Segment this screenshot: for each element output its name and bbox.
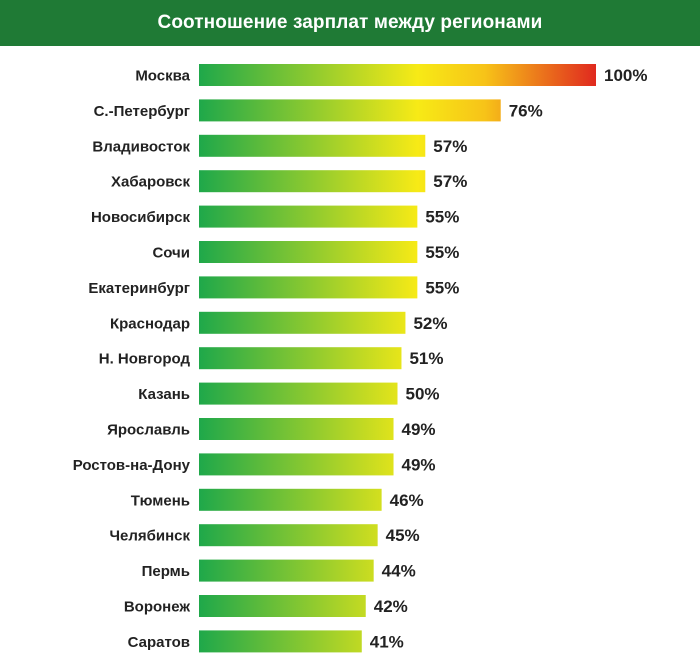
chart-header: Соотношение зарплат между регионами [0,0,700,46]
category-label: Хабаровск [111,174,190,191]
value-label: 57% [433,137,467,156]
bar [199,99,501,122]
value-label: 45% [386,526,420,545]
category-label: Ярославль [107,422,190,439]
bar-row: Казань 50% [138,382,440,405]
value-label: 49% [402,420,436,439]
value-label: 55% [425,208,459,227]
bar-row: Ярославль 49% [107,418,436,440]
bar [199,170,426,193]
category-label: Тюмень [131,492,190,509]
value-label: 52% [413,314,447,333]
bar [199,595,366,617]
category-label: Воронеж [124,599,191,616]
value-label: 49% [402,455,436,474]
category-label: Владивосток [92,138,190,155]
bar [199,524,378,547]
bar [199,382,398,405]
category-label: Пермь [142,563,190,580]
value-label: 41% [370,632,404,651]
category-label: Челябинск [109,528,190,545]
bar [199,559,374,582]
category-label: Москва [135,68,190,85]
value-label: 55% [425,278,459,297]
value-label: 76% [509,101,543,120]
bar [199,347,402,370]
category-label: С.-Петербург [94,103,190,120]
category-label: Н. Новгород [99,351,191,368]
bar [199,488,382,511]
category-label: Саратов [128,634,190,651]
value-label: 44% [382,562,416,581]
bar-row: Москва 100% [135,64,647,86]
bar-chart: Москва 100%С.-Петербург 76%Владивосток 57%Х… [73,64,647,653]
bar [199,630,362,653]
bar-row: Екатеринбург 55% [88,276,459,299]
bar-row: Ростов-на-Дону 49% [73,453,436,476]
value-label: 55% [425,243,459,262]
bar [199,205,418,228]
bar [199,241,418,263]
bar [199,64,596,86]
bar-row: Хабаровск 57% [111,170,467,193]
bar-row: Пермь 44% [142,559,416,582]
value-label: 50% [406,385,440,404]
category-label: Новосибирск [91,209,191,226]
value-label: 42% [374,597,408,616]
bar-row: Н. Новгород 51% [99,347,444,370]
bar-row: Саратов 41% [128,630,404,653]
bar-row: Краснодар 52% [110,311,447,334]
category-label: Екатеринбург [88,280,190,297]
bar-row: Новосибирск 55% [91,205,459,228]
chart-title: Соотношение зарплат между регионами [157,12,543,33]
bar-row: С.-Петербург 76% [94,99,543,122]
value-label: 46% [390,491,424,510]
bar-row: Владивосток 57% [92,134,467,157]
bar-row: Сочи 55% [152,241,459,263]
bar [199,134,426,157]
bar [199,311,406,334]
value-label: 100% [604,66,647,85]
bar-row: Челябинск 45% [109,524,420,547]
category-label: Казань [138,386,190,403]
bar [199,418,394,440]
value-label: 57% [433,172,467,191]
category-label: Краснодар [110,315,190,332]
bar [199,276,418,299]
category-label: Сочи [152,245,190,262]
value-label: 51% [409,349,443,368]
bar [199,453,394,476]
bar-row: Воронеж 42% [124,595,408,617]
category-label: Ростов-на-Дону [73,457,191,474]
bar-row: Тюмень 46% [131,488,424,511]
